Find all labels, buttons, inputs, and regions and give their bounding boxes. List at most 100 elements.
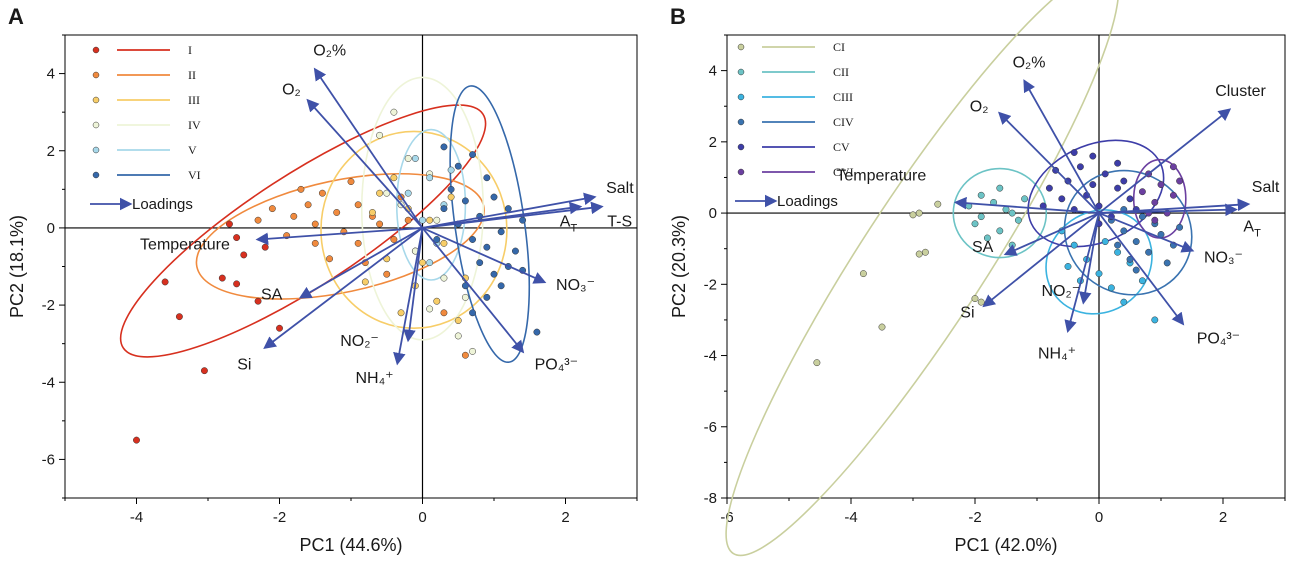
legend-label: IV — [188, 118, 201, 132]
loading-label: Temperature — [836, 167, 926, 184]
data-point-ci — [977, 298, 985, 306]
data-point-ci — [921, 248, 929, 256]
loading-arrow — [422, 201, 604, 229]
data-point-ii — [311, 239, 319, 247]
data-point-vi — [433, 236, 441, 243]
confidence-ellipse-iv — [360, 76, 485, 341]
data-point-iii — [361, 278, 369, 286]
loading-arrow — [422, 192, 597, 229]
x-tick-label: 2 — [1219, 509, 1227, 526]
data-point-ii — [383, 270, 391, 278]
loading-label: Si — [237, 357, 251, 374]
legend: CI CII CIII CIV CV CVI Loadings — [735, 40, 854, 210]
plot-frame — [726, 34, 1286, 499]
data-point-vi — [440, 143, 448, 151]
data-point-vi — [490, 193, 498, 201]
loading-arrow — [255, 227, 423, 246]
loading-arrow — [403, 227, 424, 343]
data-point-cii — [996, 184, 1004, 192]
loading-label: Cluster — [1215, 83, 1266, 100]
data-point-vi — [483, 174, 491, 182]
loading-label: T-S — [607, 214, 632, 231]
data-point-iv — [376, 131, 384, 139]
loading-arrow — [1098, 203, 1238, 217]
data-point-cv — [1076, 163, 1084, 171]
data-point-iv — [390, 108, 398, 116]
data-point-vi — [476, 259, 484, 267]
y-tick-label: -6 — [704, 419, 717, 436]
data-point-vi — [469, 236, 476, 243]
data-point-i — [200, 367, 208, 375]
data-point-ii — [461, 351, 469, 359]
loading-label: PO₄³⁻ — [535, 356, 578, 373]
data-point-civ — [1176, 223, 1184, 231]
data-point-vi — [483, 243, 491, 251]
data-point-civ — [1114, 241, 1122, 249]
data-point-ii — [440, 309, 448, 317]
data-point-vi — [483, 293, 491, 301]
legend-marker — [737, 143, 745, 151]
data-point-iii — [419, 259, 426, 267]
data-point-i — [175, 313, 183, 321]
data-point-cii — [971, 220, 979, 228]
y-tick-label: -6 — [42, 451, 55, 468]
data-point-i — [226, 220, 233, 228]
y-tick-label: 0 — [47, 220, 55, 237]
loading-label: Salt — [1252, 179, 1280, 196]
data-point-vi — [533, 328, 541, 336]
x-tick-label: -4 — [130, 509, 143, 526]
legend-marker — [737, 93, 745, 101]
data-point-vi — [469, 151, 476, 159]
loading-label: NH₄⁺ — [355, 370, 393, 387]
data-point-ci — [813, 359, 821, 367]
loading-label: NO₂⁻ — [340, 333, 379, 350]
legend-marker — [92, 146, 100, 154]
loading-label: NO₃⁻ — [556, 277, 595, 294]
data-point-ciii — [1114, 248, 1122, 256]
confidence-ellipse-i — [119, 104, 487, 358]
data-point-iii — [454, 317, 462, 324]
data-point-cii — [977, 213, 985, 221]
data-point-iii — [376, 189, 384, 197]
legend-marker — [737, 68, 745, 76]
panel-letter-b: B — [670, 4, 686, 29]
data-point-v — [411, 155, 419, 162]
legend-label: II — [188, 68, 196, 82]
legend-marker — [92, 46, 100, 54]
data-point-cvi — [1169, 191, 1177, 199]
y-tick-label: -2 — [42, 297, 55, 314]
loading-arrow — [953, 196, 1100, 214]
x-tick-label: -2 — [968, 509, 981, 526]
data-point-ii — [376, 220, 384, 228]
data-point-i — [218, 274, 226, 282]
data-point-cvi — [1151, 198, 1159, 206]
loading-arrow — [393, 227, 424, 366]
y-tick-label: 4 — [47, 66, 55, 83]
data-point-ci — [934, 200, 942, 208]
y-tick-label: 0 — [709, 205, 717, 222]
legend-label: CV — [833, 140, 850, 154]
data-point-cii — [1014, 216, 1022, 224]
data-point-ciii — [1064, 263, 1072, 270]
loading-label: SA — [261, 286, 283, 303]
data-point-vi — [447, 185, 455, 193]
loading-arrow — [1064, 212, 1100, 334]
data-point-ii — [354, 201, 362, 209]
data-point-vi — [519, 216, 527, 224]
data-point-civ — [1120, 227, 1128, 235]
data-point-cii — [983, 234, 991, 242]
loading-arrow — [1079, 212, 1100, 305]
data-point-cvi — [1176, 177, 1184, 185]
x-tick-label: -2 — [273, 509, 286, 526]
loading-label: O₂ — [970, 98, 989, 115]
data-point-cv — [1114, 184, 1122, 192]
data-point-v — [419, 216, 426, 224]
data-point-v — [426, 259, 434, 267]
loading-label: NO₂⁻ — [1042, 283, 1081, 300]
loading-label: AT — [560, 214, 578, 235]
data-point-ii — [390, 236, 398, 243]
data-point-iv — [454, 332, 462, 340]
data-point-ii — [347, 178, 355, 186]
data-point-cvi — [1169, 163, 1177, 171]
legend-marker — [92, 171, 100, 179]
